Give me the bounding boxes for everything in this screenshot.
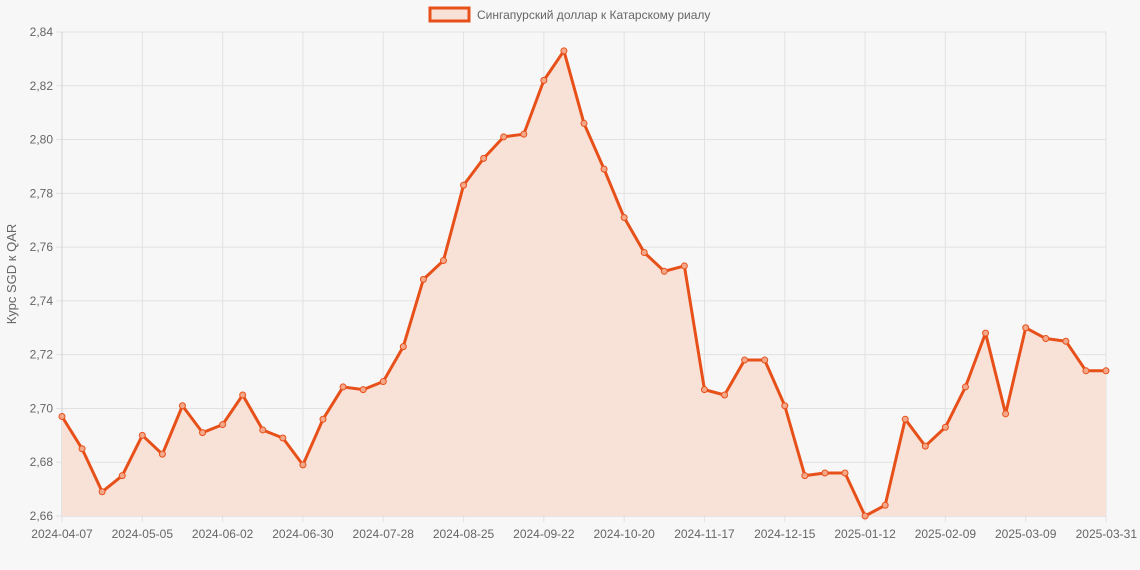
x-tick-label: 2025-01-12 [834, 527, 896, 541]
data-point[interactable] [841, 469, 849, 477]
y-tick-label: 2,78 [30, 186, 54, 200]
data-point[interactable] [1042, 335, 1050, 343]
data-point[interactable] [901, 415, 909, 423]
data-point[interactable] [781, 402, 789, 410]
data-point[interactable] [540, 76, 548, 84]
data-point[interactable] [982, 329, 990, 337]
y-tick-label: 2,82 [30, 79, 54, 93]
data-point[interactable] [118, 472, 126, 480]
x-tick-label: 2024-10-20 [593, 527, 655, 541]
data-point[interactable] [78, 445, 86, 453]
data-point[interactable] [219, 421, 227, 429]
x-tick-label: 2024-07-28 [353, 527, 415, 541]
data-point[interactable] [1102, 367, 1110, 375]
y-tick-label: 2,68 [30, 455, 54, 469]
data-point[interactable] [761, 356, 769, 364]
data-point[interactable] [138, 431, 146, 439]
data-point[interactable] [1022, 324, 1030, 332]
data-point[interactable] [680, 262, 688, 270]
y-tick-label: 2,70 [30, 401, 54, 415]
data-point[interactable] [279, 434, 287, 442]
data-point[interactable] [98, 488, 106, 496]
y-tick-label: 2,66 [30, 509, 54, 523]
data-point[interactable] [158, 450, 166, 458]
x-axis-ticks: 2024-04-07 2024-05-05 2024-06-02 2024-06-30… [31, 527, 1137, 541]
x-tick-label: 2024-12-15 [754, 527, 816, 541]
y-tick-label: 2,72 [30, 348, 54, 362]
y-tick-label: 2,76 [30, 240, 54, 254]
x-tick-label: 2024-06-02 [192, 527, 254, 541]
data-point[interactable] [480, 154, 488, 162]
x-tick-label: 2025-03-09 [995, 527, 1057, 541]
data-point[interactable] [700, 386, 708, 394]
data-point[interactable] [199, 429, 207, 437]
data-point[interactable] [560, 47, 568, 55]
data-point[interactable] [881, 501, 889, 509]
data-point[interactable] [379, 378, 387, 386]
data-point[interactable] [520, 130, 528, 138]
data-point[interactable] [319, 415, 327, 423]
data-point[interactable] [178, 402, 186, 410]
data-point[interactable] [500, 133, 508, 141]
data-point[interactable] [58, 413, 66, 421]
data-points [58, 47, 1110, 520]
data-point[interactable] [359, 386, 367, 394]
legend-label[interactable]: Сингапурский доллар к Катарскому риалу [477, 8, 710, 22]
data-point[interactable] [721, 391, 729, 399]
data-point[interactable] [961, 383, 969, 391]
x-tick-label: 2024-04-07 [31, 527, 93, 541]
data-point[interactable] [600, 165, 608, 173]
y-tick-label: 2,80 [30, 133, 54, 147]
data-point[interactable] [580, 119, 588, 127]
data-point[interactable] [1082, 367, 1090, 375]
data-point[interactable] [419, 275, 427, 283]
data-point[interactable] [1002, 410, 1010, 418]
data-point[interactable] [861, 512, 869, 520]
data-point[interactable] [941, 423, 949, 431]
x-tick-label: 2025-03-31 [1076, 527, 1138, 541]
x-tick-label: 2024-09-22 [513, 527, 575, 541]
x-tick-label: 2024-06-30 [272, 527, 334, 541]
x-tick-label: 2024-11-17 [674, 527, 735, 541]
y-tick-label: 2,84 [30, 25, 54, 39]
series-area [62, 50, 1106, 516]
data-point[interactable] [741, 356, 749, 364]
data-point[interactable] [460, 181, 468, 189]
x-tick-label: 2024-08-25 [433, 527, 495, 541]
data-point[interactable] [921, 442, 929, 450]
x-tick-label: 2025-02-09 [915, 527, 977, 541]
x-tick-label: 2024-05-05 [112, 527, 174, 541]
data-point[interactable] [299, 461, 307, 469]
legend[interactable]: Сингапурский доллар к Катарскому риалу [428, 6, 710, 23]
data-point[interactable] [259, 426, 267, 434]
data-point[interactable] [801, 472, 809, 480]
y-axis-ticks: 2,66 2,68 2,70 2,72 2,74 2,76 2,78 2,80 2,82 2,84 [30, 25, 54, 523]
y-axis-title: Курс SGD к QAR [4, 224, 19, 325]
y-tick-label: 2,74 [30, 294, 54, 308]
data-point[interactable] [1062, 337, 1070, 345]
data-point[interactable] [399, 343, 407, 351]
data-point[interactable] [239, 391, 247, 399]
data-point[interactable] [640, 248, 648, 256]
data-point[interactable] [660, 267, 668, 275]
data-point[interactable] [620, 214, 628, 222]
legend-swatch[interactable] [428, 6, 471, 23]
data-point[interactable] [439, 257, 447, 265]
series-area-fill [62, 50, 1106, 516]
data-point[interactable] [339, 383, 347, 391]
data-point[interactable] [821, 469, 829, 477]
